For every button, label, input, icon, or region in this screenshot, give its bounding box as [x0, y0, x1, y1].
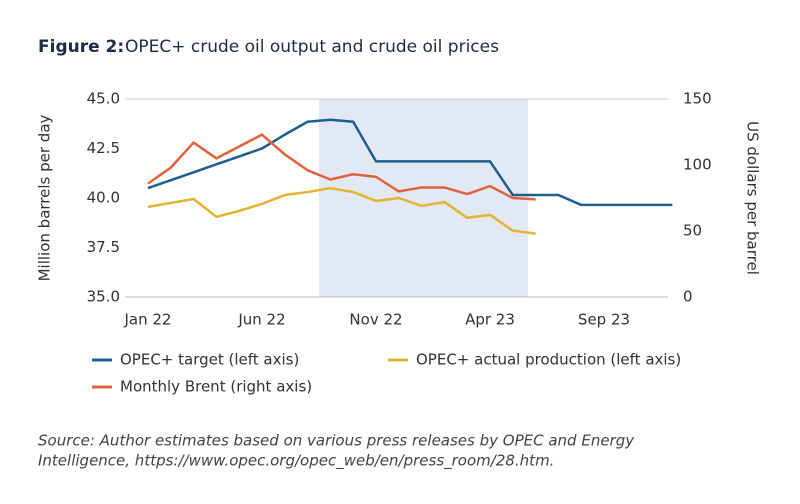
y2-tick-label: 0 — [683, 288, 693, 306]
series-line — [147, 118, 673, 207]
y2-tick-label: 50 — [683, 222, 702, 240]
legend-label: Monthly Brent (right axis) — [120, 378, 312, 396]
y2-axis-label: US dollars per barrel — [744, 121, 762, 275]
chart-title: OPEC+ crude oil output and crude oil pri… — [125, 37, 499, 57]
legend-label: OPEC+ actual production (left axis) — [416, 351, 681, 369]
shaded-period — [319, 99, 528, 297]
source-line: Intelligence, https://www.opec.org/opec_… — [38, 452, 554, 471]
y2-tick-label: 100 — [683, 156, 712, 174]
y-tick-label: 42.5 — [87, 139, 120, 157]
y-axis-label: Million barrels per day — [36, 114, 54, 281]
series-line — [147, 133, 536, 201]
y-tick-label: 40.0 — [87, 189, 120, 207]
y-tick-label: 37.5 — [87, 238, 120, 256]
chart-title-label: Figure 2: — [38, 37, 124, 57]
y-tick-label: 35.0 — [87, 288, 120, 306]
x-tick-label: Apr 23 — [465, 311, 515, 329]
series-line — [147, 186, 536, 235]
x-tick-label: Sep 23 — [578, 311, 630, 329]
x-tick-label: Jun 22 — [237, 311, 285, 329]
x-tick-label: Jan 22 — [124, 311, 172, 329]
source-line: Source: Author estimates based on variou… — [38, 432, 635, 450]
legend-label: OPEC+ target (left axis) — [120, 351, 299, 369]
y-tick-label: 45.0 — [87, 90, 120, 108]
x-tick-label: Nov 22 — [349, 311, 402, 329]
y2-tick-label: 150 — [683, 90, 712, 108]
